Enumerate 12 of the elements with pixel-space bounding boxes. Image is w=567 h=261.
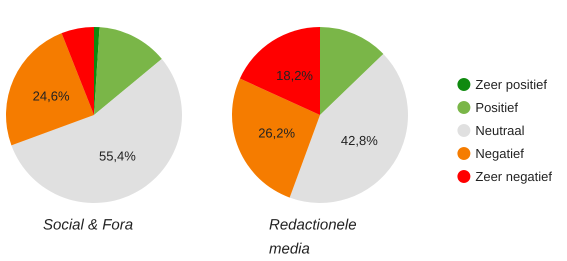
- legend-label: Neutraal: [475, 123, 525, 138]
- legend-label: Zeer positief: [475, 77, 548, 92]
- legend-label: Negatief: [475, 146, 524, 161]
- data-label: 24,6%: [32, 88, 70, 104]
- data-label: 26,2%: [258, 126, 296, 141]
- slice-label: Redactionele media: [269, 216, 361, 258]
- legend-label: Zeer negatief: [475, 169, 552, 184]
- data-label: 18,2%: [276, 68, 314, 83]
- data-label: 42,8%: [340, 133, 378, 148]
- slice-label: Social & Fora: [43, 216, 134, 234]
- data-label: 55,4%: [98, 148, 136, 164]
- legend-label: Positief: [475, 100, 518, 115]
